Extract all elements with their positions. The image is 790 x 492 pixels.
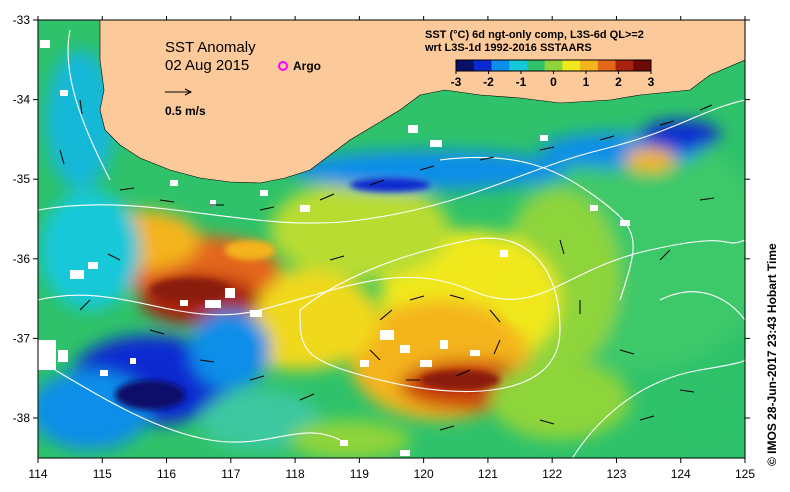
colorbar-cell — [633, 60, 652, 71]
lon-tick-label: 124 — [671, 467, 691, 481]
lon-tick-label: 118 — [286, 467, 305, 481]
plot-border — [37, 19, 746, 459]
vector-scale: 0.5 m/s — [165, 88, 206, 118]
lon-tick-label: 123 — [606, 467, 626, 481]
anomaly-detail — [115, 178, 538, 410]
colorbar-cell — [580, 60, 599, 71]
lon-tick-label: 120 — [414, 467, 434, 481]
argo-marker-icon — [278, 61, 288, 71]
lon-tick-label: 122 — [542, 467, 562, 481]
lat-tick-label: -38 — [13, 411, 31, 425]
colorbar-title-line2: wrt L3S-1d 1992-2016 SSTAARS — [424, 42, 592, 54]
colorbar-cell — [456, 60, 475, 71]
colorbar-tick-label: 3 — [648, 75, 655, 89]
argo-legend: Argo — [278, 59, 321, 73]
colorbar-cell — [615, 60, 634, 71]
longitude-axis: 114 115 116 117 118 119 120 121 122 123 124 125 — [28, 16, 755, 481]
colorbar-tick-label: 2 — [615, 75, 622, 89]
colorbar-cell — [526, 60, 546, 71]
lat-tick-label: -35 — [13, 172, 31, 186]
lon-tick-label: 121 — [478, 467, 498, 481]
current-vectors — [59, 99, 715, 431]
map-plot-area — [38, 20, 745, 458]
latitude-axis: -33-34-35-36-37-38 — [13, 13, 750, 425]
lat-tick-label: -33 — [13, 13, 31, 27]
colorbar-cell — [509, 60, 528, 71]
lon-tick-label: 119 — [350, 467, 369, 481]
vector-scale-label: 0.5 m/s — [165, 104, 206, 118]
lon-tick-label: 114 — [28, 467, 47, 481]
lon-tick-label: 117 — [221, 467, 240, 481]
colorbar: SST (°C) 6d ngt-only comp, L3S-6d QL>=2 … — [424, 29, 655, 89]
credit-text: © IMOS 28-Jun-2017 23:43 Hobart Time — [765, 243, 779, 466]
argo-label: Argo — [293, 59, 321, 73]
colorbar-tick-label: -3 — [451, 75, 462, 89]
colorbar-cell — [562, 60, 581, 71]
sst-contours — [38, 29, 745, 458]
colorbar-tick-label: -2 — [483, 75, 494, 89]
map-date: 02 Aug 2015 — [165, 57, 249, 74]
colorbar-title-line1: SST (°C) 6d ngt-only comp, L3S-6d QL>=2 — [425, 29, 644, 41]
colorbar-cell — [544, 60, 563, 71]
colorbar-cell — [473, 60, 492, 71]
lat-tick-label: -36 — [13, 252, 31, 266]
colorbar-cell — [597, 60, 617, 71]
lon-tick-label: 116 — [157, 467, 176, 481]
lon-tick-label: 125 — [735, 467, 755, 481]
map-title: SST Anomaly — [165, 39, 256, 56]
colorbar-tick-label: 0 — [550, 75, 557, 89]
lat-tick-label: -37 — [13, 331, 31, 345]
lat-tick-label: -34 — [13, 93, 31, 107]
colorbar-tick-label: 1 — [583, 75, 590, 89]
lon-tick-label: 115 — [93, 467, 112, 481]
colorbar-tick-label: -1 — [516, 75, 527, 89]
colorbar-cell — [491, 60, 510, 71]
